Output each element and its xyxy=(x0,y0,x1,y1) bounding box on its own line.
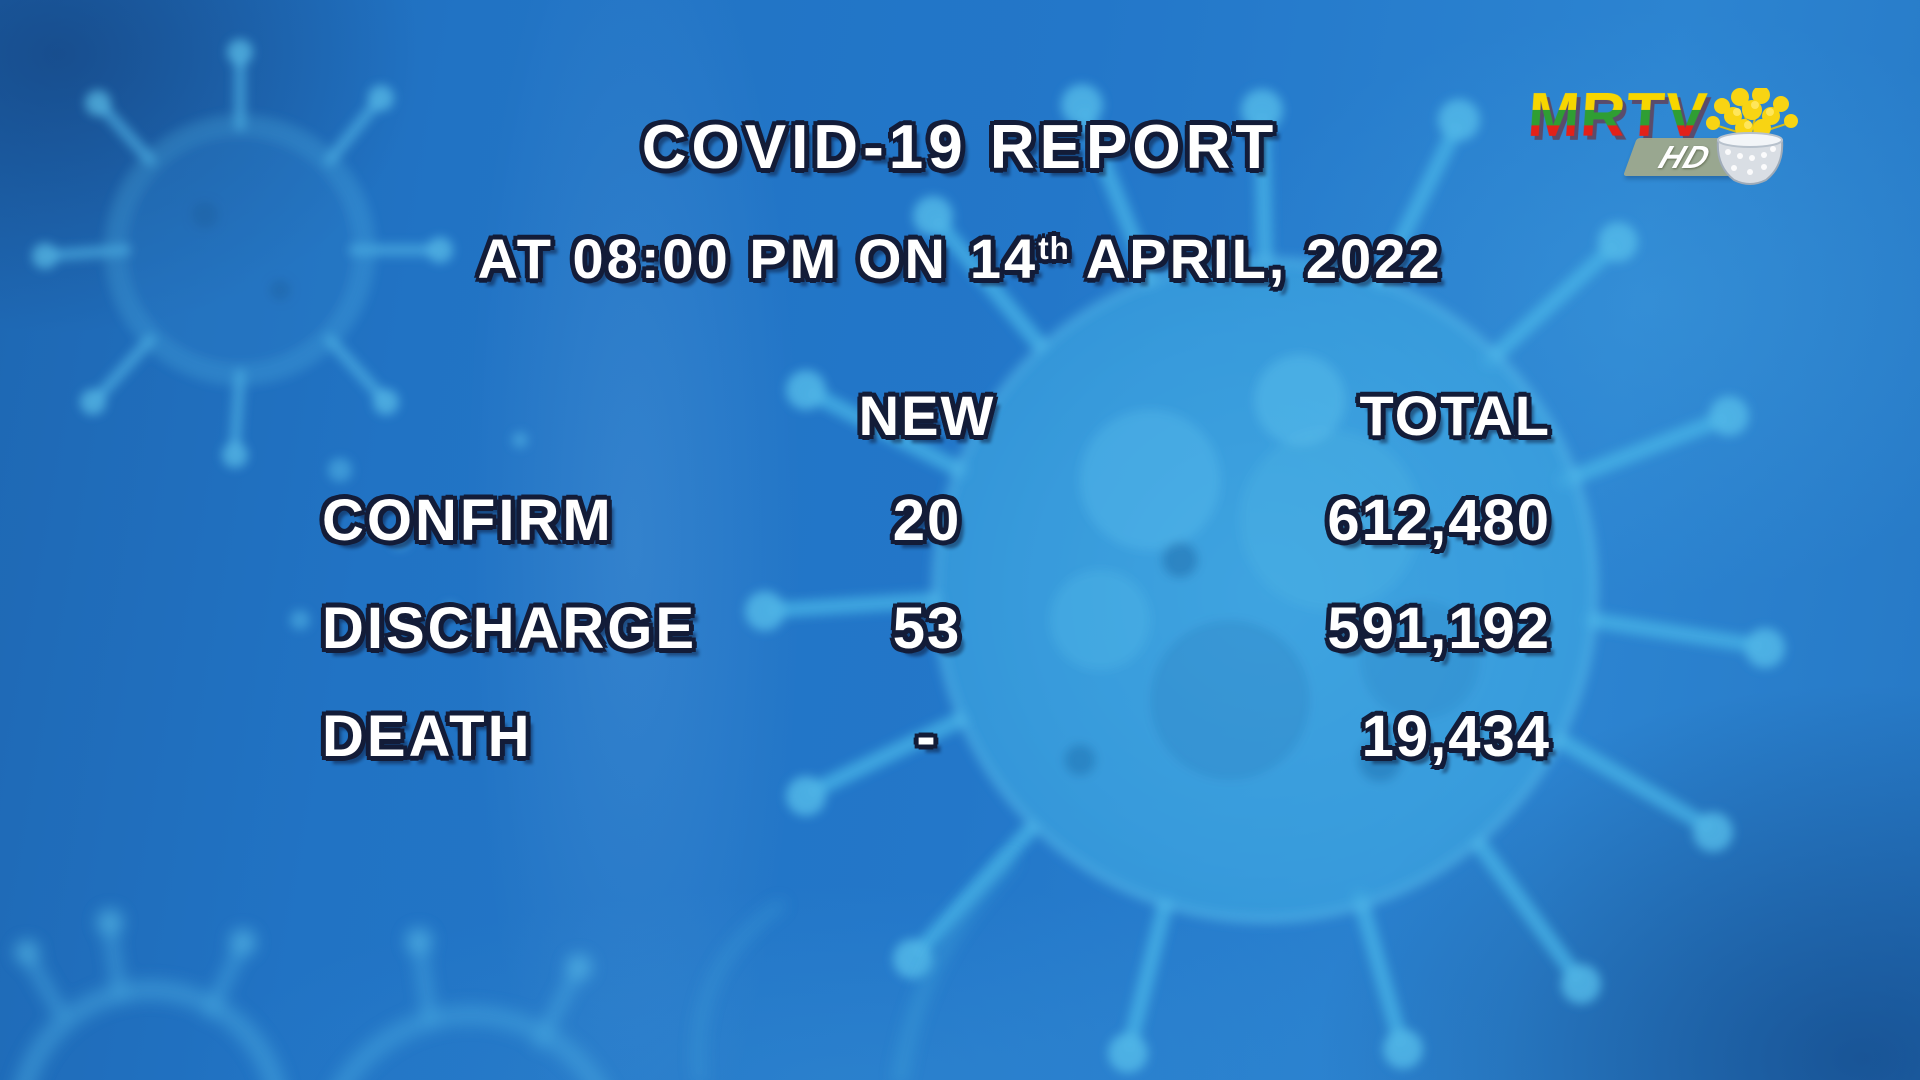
table-row-discharge: DISCHARGE 53 591,192 xyxy=(321,595,1555,662)
virus-illustration-top-left xyxy=(32,39,453,468)
flower-basket-icon xyxy=(1706,88,1798,185)
row-label-discharge: DISCHARGE xyxy=(321,595,698,662)
death-new-value: - xyxy=(915,703,938,770)
confirm-new-value: 20 xyxy=(892,487,962,554)
confirm-total-value: 612,480 xyxy=(1326,487,1551,554)
row-label-confirm: CONFIRM xyxy=(321,487,614,554)
virus-debris-mid-left xyxy=(290,432,528,630)
datetime-day: 14 xyxy=(969,226,1039,291)
discharge-new-value: 53 xyxy=(892,595,962,662)
table-row-confirm: CONFIRM 20 612,480 xyxy=(321,487,1555,554)
report-datetime: AT 08:00 PM ON 14th APRIL, 2022 xyxy=(0,226,1920,291)
virus-illustration-large xyxy=(745,84,1785,1073)
death-total-value: 19,434 xyxy=(1361,703,1551,770)
datetime-rest: APRIL, 2022 xyxy=(1085,226,1443,291)
table-row-death: DEATH - 19,434 xyxy=(321,703,1555,770)
datetime-prefix: AT 08:00 PM ON xyxy=(476,226,948,291)
channel-logo: MRTV HD xyxy=(1526,80,1818,200)
table-header-row: NEW TOTAL xyxy=(322,383,1555,448)
column-header-total: TOTAL xyxy=(1359,383,1551,448)
virus-illustration-bottom xyxy=(15,854,1016,1080)
column-header-new: NEW xyxy=(858,383,996,448)
report-title: COVID-19 REPORT xyxy=(641,112,1279,183)
row-label-death: DEATH xyxy=(321,703,533,770)
datetime-ordinal: th xyxy=(1037,230,1070,267)
covid-stats-table: NEW TOTAL CONFIRM 20 612,480 DISCHARGE 5… xyxy=(321,383,1555,770)
discharge-total-value: 591,192 xyxy=(1326,595,1551,662)
